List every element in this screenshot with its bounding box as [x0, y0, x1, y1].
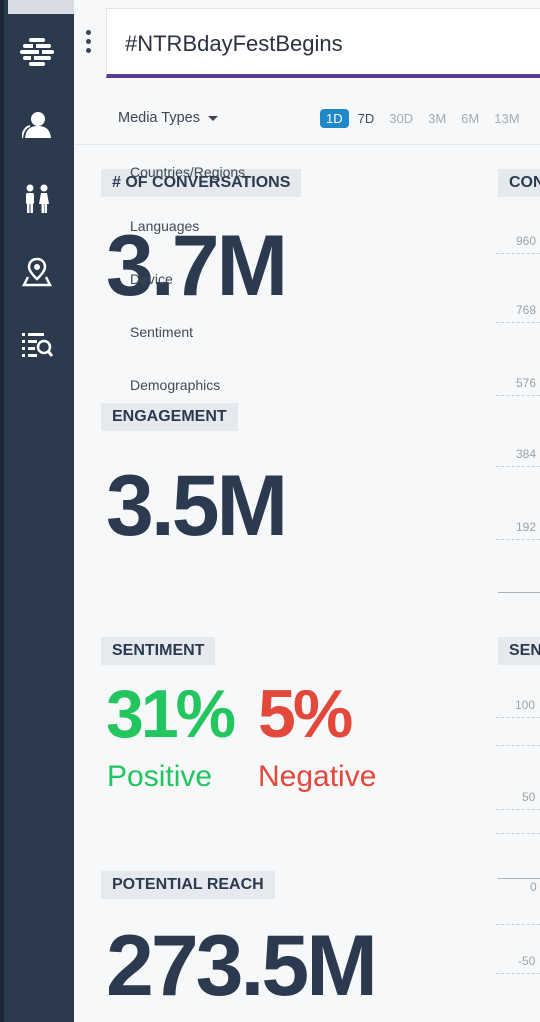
- menu-item-sentiment[interactable]: Sentiment: [130, 324, 194, 340]
- sidebar: [0, 0, 74, 1022]
- tick-label: 50: [496, 790, 540, 810]
- chart-axis: [498, 878, 540, 879]
- potential-reach-value: 273.5M: [106, 918, 378, 1014]
- engagement-value: 3.5M: [106, 458, 288, 554]
- tick-label: 0: [530, 880, 537, 894]
- positive-label: Positive: [107, 760, 213, 793]
- conversations-chart-label: CON: [498, 169, 540, 197]
- filters-bar: Media Types 1D 7D 30D 3M 6M 13M: [74, 96, 540, 145]
- conversations-label: # OF CONVERSATIONS: [101, 169, 302, 197]
- potential-reach-label: POTENTIAL REACH: [101, 871, 275, 899]
- search-list-icon[interactable]: [18, 325, 56, 363]
- grid-line: [496, 745, 540, 746]
- menu-item-countries[interactable]: Countries/Regions: [130, 164, 246, 180]
- menu-logo-icon[interactable]: [18, 33, 56, 71]
- menu-item-demographics[interactable]: Demographics: [130, 377, 221, 393]
- positive-percent: 31%: [106, 676, 236, 752]
- tick-label: 768: [496, 303, 540, 323]
- time-range-selector: 1D 7D 30D 3M 6M 13M: [320, 109, 529, 128]
- negative-percent: 5%: [258, 676, 353, 752]
- menu-item-languages[interactable]: Languages: [130, 218, 200, 234]
- engagement-label: ENGAGEMENT: [101, 403, 238, 431]
- range-1d[interactable]: 1D: [320, 109, 349, 128]
- grid-line: [496, 924, 540, 925]
- sidebar-top-corner: [0, 0, 8, 14]
- range-7d[interactable]: 7D: [357, 111, 375, 126]
- media-types-label: Media Types: [118, 110, 200, 126]
- grid-line: [496, 833, 540, 834]
- sentiment-chart-label: SEN: [498, 637, 540, 665]
- tick-label: 100: [496, 698, 540, 718]
- chart-axis: [498, 592, 540, 593]
- range-13m[interactable]: 13M: [494, 111, 520, 126]
- people-icon[interactable]: [18, 180, 56, 218]
- tick-label: 960: [496, 234, 540, 254]
- tick-label: 576: [496, 376, 540, 396]
- window-left-edge: [0, 0, 4, 1022]
- negative-label: Negative: [258, 760, 377, 793]
- chevron-down-icon: [207, 115, 218, 121]
- range-30d[interactable]: 30D: [389, 111, 414, 126]
- range-6m[interactable]: 6M: [461, 111, 480, 126]
- sidebar-top-strip: [0, 0, 74, 14]
- search-bar[interactable]: #NTRBdayFestBegins: [106, 8, 540, 78]
- tick-label: 384: [496, 447, 540, 467]
- tick-label: 192: [496, 520, 540, 540]
- sentiment-label: SENTIMENT: [101, 637, 216, 665]
- search-query[interactable]: #NTRBdayFestBegins: [125, 31, 343, 56]
- map-pin-icon[interactable]: [18, 253, 56, 291]
- more-options-icon[interactable]: [86, 30, 92, 56]
- menu-item-device[interactable]: Device: [130, 271, 173, 287]
- tick-label: -50: [496, 954, 540, 974]
- range-3m[interactable]: 3M: [428, 111, 447, 126]
- media-types-dropdown[interactable]: Media Types: [118, 110, 218, 126]
- user-icon[interactable]: [18, 106, 56, 144]
- conversations-value: 3.7M: [106, 218, 288, 314]
